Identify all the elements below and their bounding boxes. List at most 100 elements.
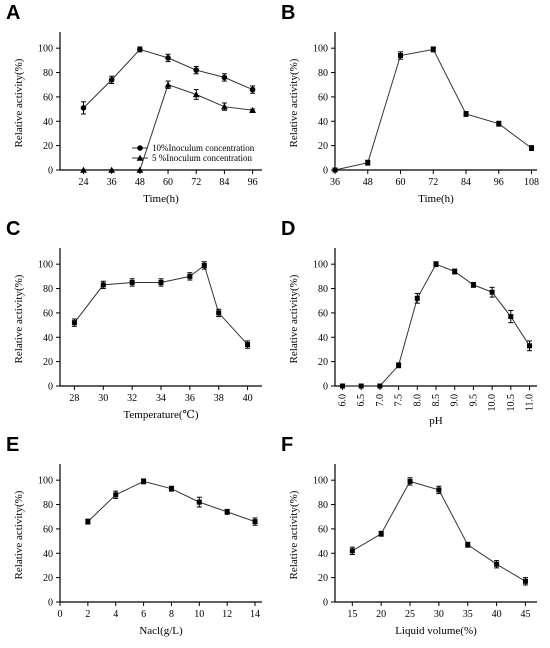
y-tick-label: 40 (318, 549, 328, 560)
marker-square (129, 279, 135, 285)
x-tick-label: 6 (141, 609, 146, 620)
legend-label: 5 %Inoculum concentration (152, 153, 252, 163)
series-1 (332, 46, 535, 173)
x-tick-label: 96 (248, 177, 258, 188)
marker-triangle (192, 91, 200, 98)
x-tick-label: 108 (524, 177, 539, 188)
marker-square (522, 578, 528, 584)
chart-f: 0 20 40 60 80 100 15 20 25 30 35 40 45 Liquid volume(… (288, 464, 537, 637)
y-tick-label: 20 (43, 573, 53, 584)
x-tick-label: 10.5 (506, 394, 517, 412)
series-1 (85, 478, 258, 526)
x-tick-label: 60 (396, 177, 406, 188)
x-tick-label: 9.5 (468, 394, 479, 407)
chart-b: 0 20 40 60 80 100 36 48 60 72 84 96 108 Time(h) Relati… (288, 32, 539, 205)
marker-square (113, 492, 119, 498)
marker-square (494, 561, 500, 567)
marker-square (141, 478, 147, 484)
x-axis-title: Nacl(g/L) (139, 625, 183, 637)
x-axis-title: pH (429, 415, 443, 427)
x-axis-title: Liquid volume(%) (395, 625, 477, 637)
marker-square (378, 531, 384, 537)
panel-a: A 0 20 40 60 80 100 24 36 48 60 72 84 96 Time(h) Relat… (0, 0, 275, 216)
panel-f: F 0 20 40 60 80 100 15 20 25 30 35 40 45 Liquid volum… (275, 432, 550, 648)
marker-square (377, 383, 383, 389)
chart-a: 0 20 40 60 80 100 24 36 48 60 72 84 96 Time(h) Relativ… (13, 32, 262, 205)
y-tick-label: 40 (318, 117, 328, 128)
y-axis-title: Relative activity(%) (288, 274, 300, 363)
y-tick-label: 0 (48, 166, 53, 177)
marker-square (396, 362, 402, 368)
y-tick-label: 100 (313, 44, 328, 55)
y-tick-label: 60 (318, 524, 328, 535)
x-axis-title: Temperature(℃) (123, 409, 198, 421)
y-tick-label: 100 (313, 476, 328, 487)
x-tick-label: 6.0 (337, 394, 348, 407)
marker-square (430, 46, 436, 52)
x-tick-label: 30 (98, 393, 108, 404)
y-tick-label: 40 (43, 549, 53, 560)
x-tick-label: 48 (135, 177, 145, 188)
panel-d: D 0 20 40 60 80 100 6.0 6.5 7.0 7.5 8.0 8.5 9.0 9.5 10… (275, 216, 550, 432)
y-tick-label: 80 (318, 500, 328, 511)
x-tick-label: 6.5 (356, 394, 367, 407)
chart-c: 0 20 40 60 80 100 28 30 32 34 36 38 40 Temperature(℃)… (13, 248, 262, 421)
y-tick-label: 60 (318, 308, 328, 319)
y-tick-label: 60 (43, 524, 53, 535)
series-1 (349, 477, 528, 586)
x-tick-label: 0 (58, 609, 63, 620)
x-tick-label: 12 (222, 609, 232, 620)
marker-triangle (221, 103, 228, 110)
marker-square (414, 295, 420, 301)
marker-square (349, 548, 355, 554)
y-tick-label: 20 (43, 357, 53, 368)
marker-square (71, 320, 77, 326)
y-tick-label: 80 (318, 68, 328, 79)
marker-square (332, 167, 338, 173)
x-axis-title: Time(h) (418, 193, 454, 205)
y-tick-label: 40 (318, 333, 328, 344)
marker-square (496, 121, 502, 127)
panel-letter: B (281, 2, 296, 24)
x-tick-label: 10 (194, 609, 204, 620)
x-tick-label: 96 (494, 177, 504, 188)
marker-square (365, 160, 371, 166)
marker-square (436, 487, 442, 493)
y-tick-label: 80 (318, 284, 328, 295)
x-tick-label: 4 (113, 609, 118, 620)
marker-triangle (80, 166, 87, 173)
x-tick-label: 35 (463, 609, 473, 620)
y-axis-title: Relative activity(%) (13, 274, 25, 363)
marker-square (358, 383, 364, 389)
marker-triangle (136, 154, 144, 161)
marker-square (527, 343, 533, 349)
x-tick-label: 36 (107, 177, 117, 188)
y-tick-label: 20 (318, 357, 328, 368)
x-tick-label: 15 (347, 609, 357, 620)
x-tick-label: 30 (434, 609, 444, 620)
x-tick-label: 36 (330, 177, 340, 188)
y-axis-title: Relative activity(%) (13, 58, 25, 147)
panel-e: E 0 20 40 60 80 100 0 2 4 6 8 10 12 14 Nacl(g/L) Relati… (0, 432, 275, 648)
marker-square (252, 519, 258, 525)
x-tick-label: 14 (250, 609, 260, 620)
marker-square (433, 261, 439, 267)
x-tick-label: 8.5 (431, 394, 442, 407)
x-tick-label: 10.0 (487, 394, 498, 412)
marker-square (187, 273, 193, 279)
y-tick-label: 100 (38, 260, 53, 271)
y-axis-title: Relative activity(%) (288, 490, 300, 579)
series-line (352, 480, 526, 582)
marker-circle (165, 55, 171, 61)
marker-square (508, 314, 514, 320)
panel-letter: E (6, 434, 20, 456)
x-tick-label: 34 (156, 393, 166, 404)
marker-triangle (136, 166, 144, 173)
marker-square (85, 519, 91, 525)
x-tick-label: 84 (219, 177, 229, 188)
x-tick-label: 9.0 (450, 394, 461, 407)
x-tick-label: 72 (428, 177, 438, 188)
series-line (74, 264, 248, 345)
y-tick-label: 0 (323, 166, 328, 177)
